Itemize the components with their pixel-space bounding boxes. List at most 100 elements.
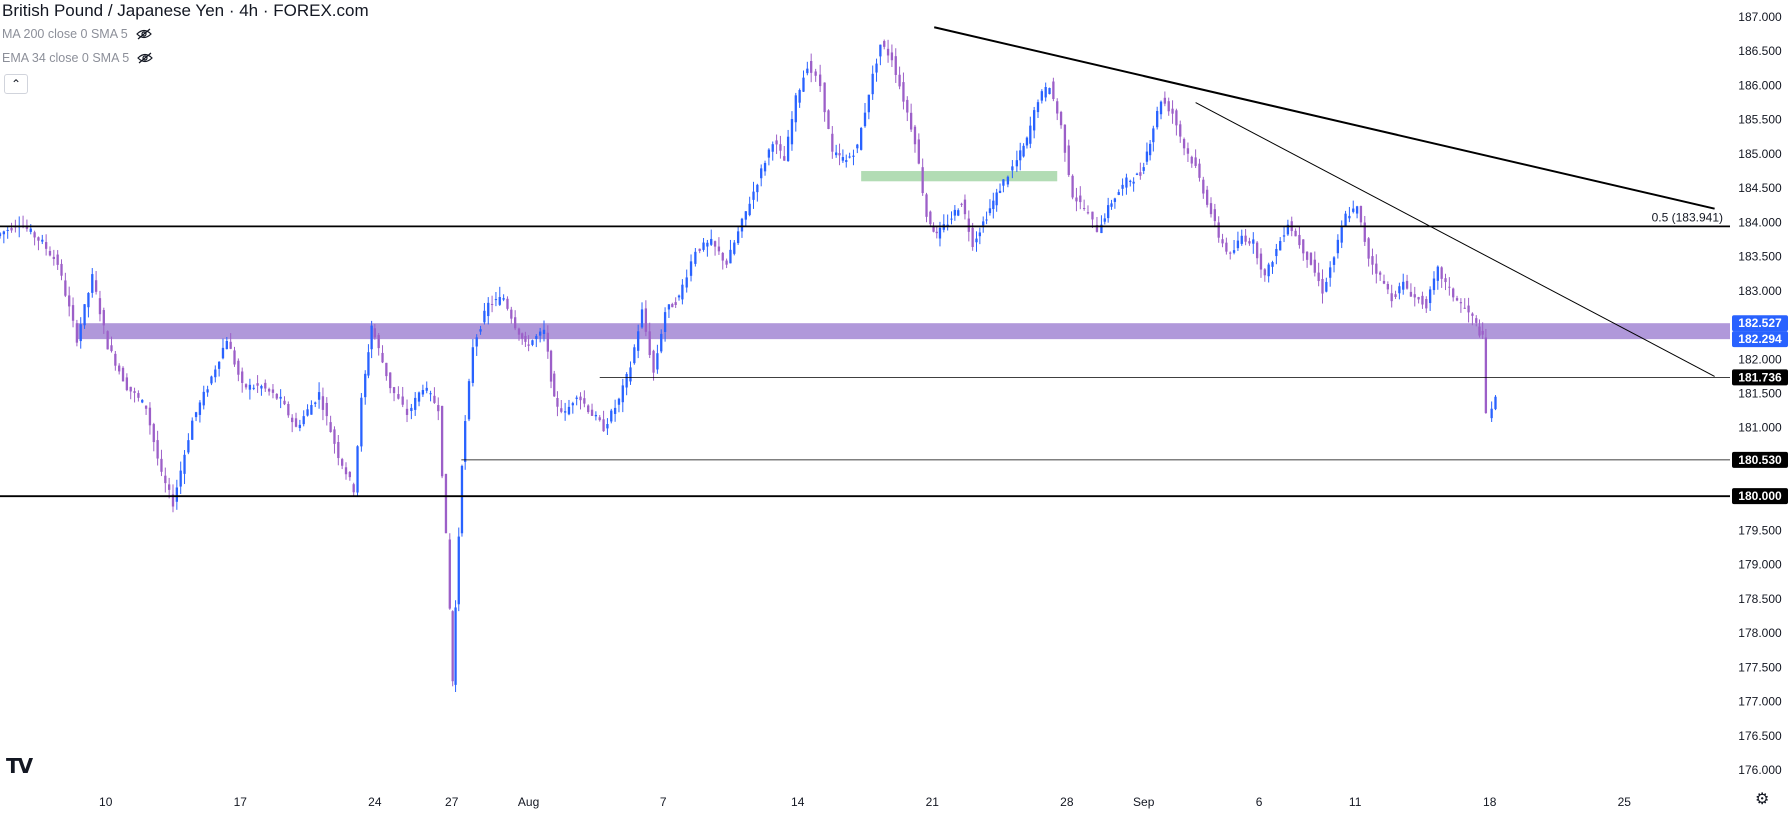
candle-body [975, 238, 978, 243]
x-tick-label: Aug [518, 795, 539, 809]
y-tick-label: 181.500 [1738, 387, 1782, 401]
candle-body [685, 277, 688, 288]
candle-body [1459, 302, 1463, 304]
candle-body [87, 293, 90, 308]
candle-body [1298, 234, 1301, 246]
candle-body [1011, 166, 1014, 171]
y-tick-label: 176.500 [1738, 729, 1782, 743]
y-tick-label: 179.500 [1738, 523, 1782, 537]
candle-body [909, 112, 913, 130]
candle-body [921, 167, 924, 194]
candle-body [575, 397, 578, 399]
candle-body [106, 331, 109, 350]
candle-body [1478, 326, 1481, 336]
candle-body [998, 190, 1002, 193]
candle-body [1236, 240, 1240, 249]
candle-body [1271, 262, 1274, 267]
candle-body [168, 484, 171, 490]
candle-body [160, 458, 163, 472]
candle-body [68, 295, 71, 307]
candle-body [1121, 184, 1124, 189]
candle-body [633, 347, 636, 364]
candle-body [329, 422, 332, 433]
candle-body [283, 400, 286, 405]
candle-body [978, 232, 982, 237]
candle-body [48, 251, 52, 256]
candle-body [1139, 172, 1142, 176]
candle-body [352, 484, 355, 493]
candle-body [137, 393, 140, 398]
candle-body [1029, 125, 1032, 144]
candle-body [1079, 195, 1082, 203]
candle-body [83, 304, 86, 326]
candle-body [713, 241, 717, 247]
candle-body [460, 465, 464, 534]
candle-body [929, 211, 932, 225]
indicator-ema34[interactable]: EMA 34 close 0 SMA 5 [2, 46, 369, 70]
candle-body [1344, 213, 1347, 227]
eye-off-icon[interactable] [137, 52, 154, 64]
candle-body [1152, 128, 1155, 143]
candle-body [344, 467, 348, 475]
candle-body [656, 353, 659, 370]
indicator-ma200[interactable]: MA 200 close 0 SMA 5 [2, 22, 369, 46]
x-tick-label: 18 [1483, 795, 1497, 809]
candle-body [370, 325, 373, 350]
candle-body [823, 82, 826, 113]
support-180530-tag-bg [1732, 451, 1788, 468]
collapse-legend-button[interactable]: ⌃ [4, 74, 28, 94]
candle-body [681, 284, 684, 300]
candle-body [125, 377, 129, 391]
chart-legend: British Pound / Japanese Yen · 4h · FORE… [2, 0, 369, 70]
candle-body [1405, 280, 1409, 289]
candle-body [985, 219, 988, 221]
candle-body [156, 440, 159, 459]
candle-body [553, 373, 556, 397]
candle-body [275, 393, 278, 399]
candle-body [1279, 241, 1282, 251]
candle-body [464, 421, 467, 462]
candle-body [91, 274, 94, 293]
candle-body [64, 280, 67, 296]
candle-body [1117, 192, 1120, 195]
candle-body [546, 332, 549, 352]
tradingview-logo[interactable]: TV [6, 754, 33, 778]
y-tick-label: 181.000 [1738, 421, 1782, 435]
candle-body [360, 397, 363, 447]
candle-body [621, 385, 624, 403]
candle-body [1390, 293, 1393, 302]
zone-green [861, 171, 1058, 182]
candle-body [1282, 235, 1286, 237]
candle-body [1421, 295, 1424, 305]
candle-body [1156, 110, 1159, 128]
candle-body [183, 454, 186, 474]
candle-body [1113, 198, 1117, 202]
candle-body [1340, 227, 1343, 243]
candle-body [41, 239, 44, 242]
candle-body [1386, 283, 1389, 290]
eye-off-icon[interactable] [135, 28, 152, 40]
candle-body [946, 224, 949, 226]
y-tick-label: 179.000 [1738, 558, 1782, 572]
candle-body [818, 74, 822, 87]
candle-body [556, 397, 559, 407]
candle-body [783, 156, 786, 161]
candle-body [1175, 110, 1178, 126]
candle-body [748, 203, 751, 216]
candle-body [563, 411, 567, 413]
candle-body [25, 226, 29, 229]
candle-body [971, 227, 974, 247]
candle-body [744, 211, 747, 220]
candle-body [333, 429, 336, 444]
candle-body [879, 44, 882, 57]
candle-body [367, 352, 370, 376]
candle-body [560, 408, 563, 412]
settings-icon[interactable]: ⚙ [1755, 791, 1770, 808]
candle-body [1267, 264, 1270, 277]
candle-body [794, 95, 797, 123]
candle-body [29, 228, 32, 232]
candle-body [187, 440, 190, 453]
y-tick-label: 184.500 [1738, 181, 1782, 195]
